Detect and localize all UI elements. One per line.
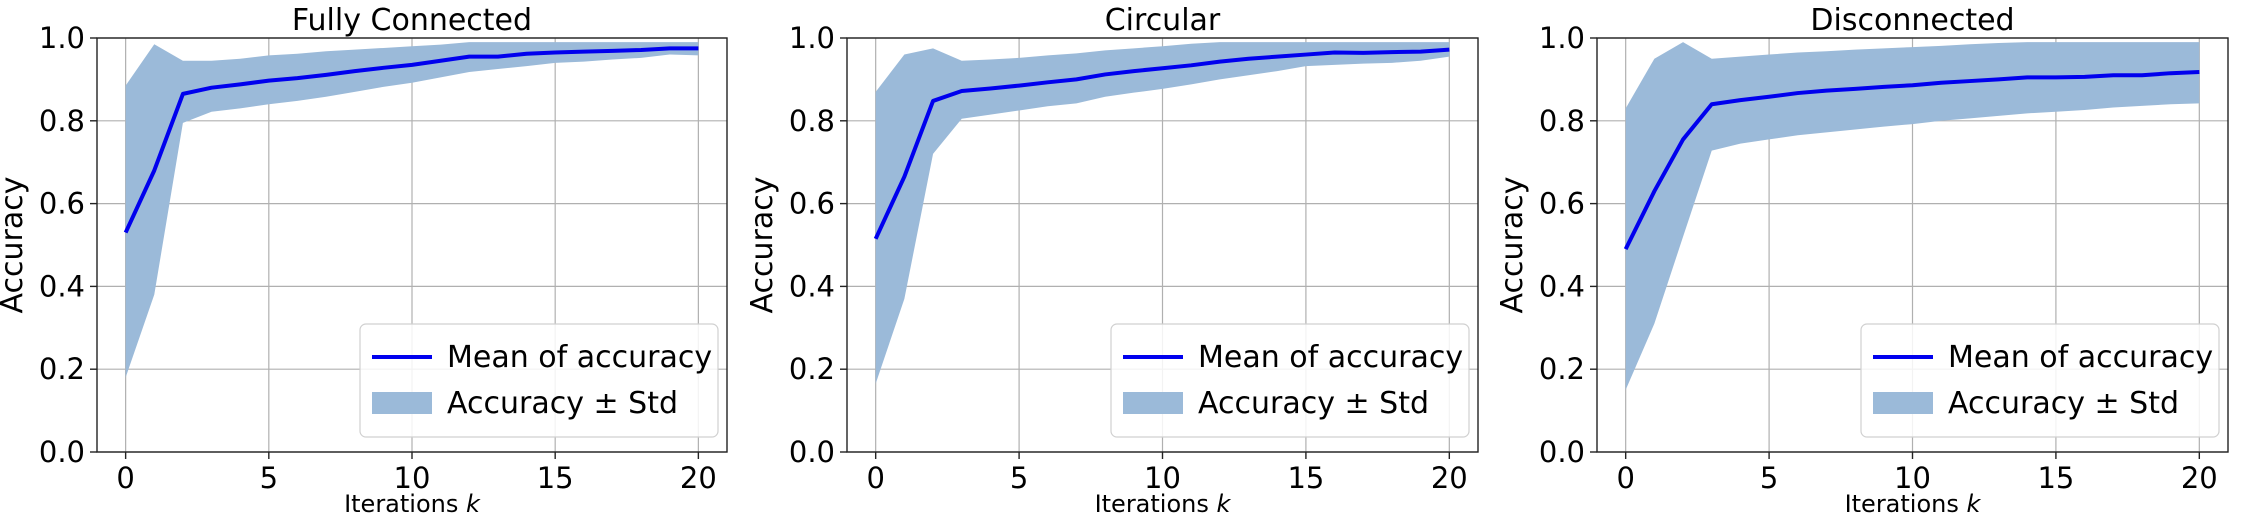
x-axis-label: Iterations k <box>344 490 481 518</box>
x-tick-label: 20 <box>680 461 717 495</box>
std-band <box>875 42 1450 384</box>
x-axis-label-text: Iterations <box>1095 490 1209 518</box>
y-tick-label: 0.8 <box>1539 104 1585 138</box>
legend-label-mean: Mean of accuracy <box>447 340 712 375</box>
x-tick-label: 10 <box>394 461 431 495</box>
y-axis-label: Accuracy <box>0 177 30 314</box>
legend: Mean of accuracy Accuracy ± Std <box>359 323 719 438</box>
x-axis-label-text: Iterations <box>344 490 458 518</box>
y-tick-label: 0.6 <box>789 187 835 221</box>
x-tick-label: 15 <box>2037 461 2074 495</box>
y-tick-label: 0.4 <box>39 269 85 303</box>
y-tick-label: 0.2 <box>789 352 835 386</box>
y-tick-label: 1.0 <box>39 21 85 55</box>
x-tick-label: 20 <box>1431 461 1468 495</box>
x-tick-label: 5 <box>1010 461 1028 495</box>
y-tick-label: 0.0 <box>789 435 835 469</box>
legend-box <box>1860 323 2220 438</box>
x-tick-label: 5 <box>1760 461 1778 495</box>
legend-label-std: Accuracy ± Std <box>447 386 678 421</box>
legend-band-swatch <box>372 392 432 414</box>
x-axis-label-space <box>1209 490 1217 518</box>
y-tick-label: 0.6 <box>1539 187 1585 221</box>
x-tick-label: 0 <box>866 461 884 495</box>
y-tick-label: 0.4 <box>1539 269 1585 303</box>
x-tick-label: 10 <box>1144 461 1181 495</box>
x-axis-label: Iterations k <box>1095 490 1232 518</box>
x-axis-label-text: Iterations <box>1845 490 1959 518</box>
chart-title: Disconnected <box>1810 3 2014 38</box>
y-tick-label: 0.0 <box>39 435 85 469</box>
y-axis-label: Accuracy <box>745 177 780 314</box>
legend-label-mean: Mean of accuracy <box>1948 340 2213 375</box>
y-axis-label: Accuracy <box>1495 177 1530 314</box>
y-tick-label: 1.0 <box>1539 21 1585 55</box>
legend: Mean of accuracy Accuracy ± Std <box>1110 323 1470 438</box>
x-axis-label-variable: k <box>1217 490 1232 518</box>
legend-box <box>1110 323 1470 438</box>
mean-accuracy-line <box>123 46 699 234</box>
x-tick-label: 10 <box>1894 461 1931 495</box>
x-axis-label-space <box>1959 490 1967 518</box>
y-tick-label: 0.8 <box>39 104 85 138</box>
chart-title: Fully Connected <box>292 3 532 38</box>
y-tick-label: 0.4 <box>789 269 835 303</box>
legend-band-swatch <box>1123 392 1183 414</box>
x-axis-label-space <box>458 490 466 518</box>
legend-label-std: Accuracy ± Std <box>1948 386 2179 421</box>
legend-box <box>359 323 719 438</box>
legend-label-mean: Mean of accuracy <box>1198 340 1463 375</box>
x-axis-label-variable: k <box>1967 490 1982 518</box>
chart-panel-2: 0 5 10 15 20 0.0 0.2 0.4 0.6 0.8 1.0 Circular Accura… <box>745 3 1479 518</box>
y-tick-label: 0.2 <box>39 352 85 386</box>
x-axis-label: Iterations k <box>1845 490 1982 518</box>
legend-band-swatch <box>1873 392 1933 414</box>
std-band <box>1625 42 2200 390</box>
chart-panel-3: 0 5 10 15 20 0.0 0.2 0.4 0.6 0.8 1.0 Disconnected Ac… <box>1495 3 2229 518</box>
chart-title: Circular <box>1105 3 1221 38</box>
std-band <box>125 42 699 378</box>
mean-accuracy-line <box>1623 69 2200 251</box>
y-tick-label: 0.2 <box>1539 352 1585 386</box>
y-tick-label: 0.6 <box>39 187 85 221</box>
x-tick-label: 15 <box>537 461 574 495</box>
x-tick-label: 0 <box>116 461 134 495</box>
x-axis-label-variable: k <box>466 490 481 518</box>
x-tick-label: 20 <box>2181 461 2218 495</box>
legend: Mean of accuracy Accuracy ± Std <box>1860 323 2220 438</box>
x-tick-label: 5 <box>260 461 278 495</box>
x-tick-label: 15 <box>1287 461 1324 495</box>
mean-accuracy-line <box>873 47 1450 240</box>
x-tick-label: 0 <box>1616 461 1634 495</box>
legend-label-std: Accuracy ± Std <box>1198 386 1429 421</box>
y-tick-label: 0.0 <box>1539 435 1585 469</box>
chart-panel-1: 0 5 10 15 20 0.0 0.2 0.4 0.6 0.8 1.0 Fully Connecte… <box>0 3 728 518</box>
y-tick-label: 0.8 <box>789 104 835 138</box>
y-tick-label: 1.0 <box>789 21 835 55</box>
